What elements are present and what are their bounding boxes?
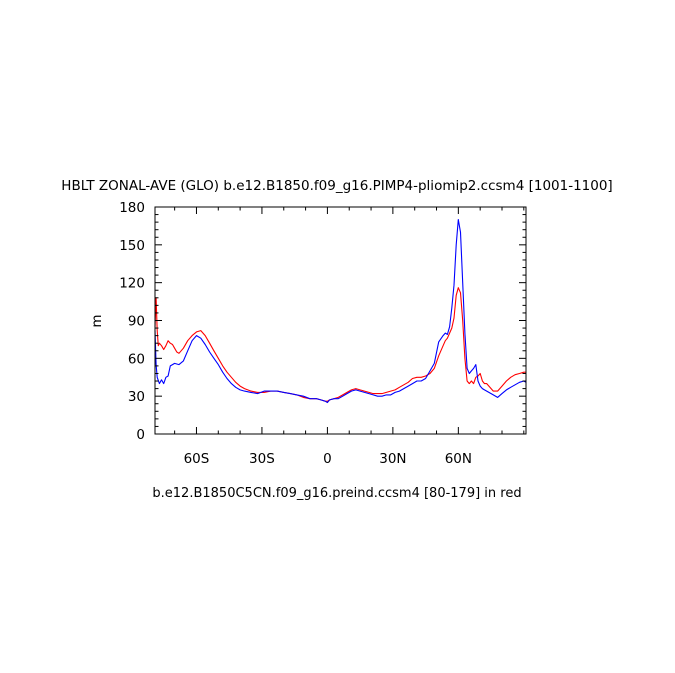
y-tick-label: 90 xyxy=(128,314,145,330)
y-tick-label: 30 xyxy=(128,389,145,405)
chart-title: HBLT ZONAL-AVE (GLO) b.e12.B1850.f09_g16… xyxy=(61,178,612,194)
y-axis-label: m xyxy=(89,314,105,327)
series-line-1 xyxy=(154,287,526,402)
x-tick-label: 30S xyxy=(249,451,275,467)
y-tick-label: 150 xyxy=(119,238,145,254)
plot-area: 60S 30S 0 30N 60N 0 30 60 90 120 150 180 xyxy=(119,200,527,467)
y-tick-label: 0 xyxy=(136,427,145,443)
series-layer xyxy=(154,219,527,404)
x-tick-label: 0 xyxy=(323,451,332,467)
series-line-0 xyxy=(154,219,527,404)
plot-frame xyxy=(154,206,527,435)
y-axis: 0 30 60 90 120 150 180 xyxy=(119,200,526,443)
y-tick-label: 120 xyxy=(119,276,145,292)
y-tick-label: 60 xyxy=(128,351,145,367)
chart-subtitle: b.e12.B1850C5CN.f09_g16.preind.ccsm4 [80… xyxy=(152,486,521,501)
x-tick-label: 30N xyxy=(379,451,406,467)
x-tick-label: 60S xyxy=(184,451,210,467)
y-tick-label: 180 xyxy=(119,200,145,216)
x-axis: 60S 30S 0 30N 60N xyxy=(174,207,525,467)
x-tick-label: 60N xyxy=(445,451,472,467)
